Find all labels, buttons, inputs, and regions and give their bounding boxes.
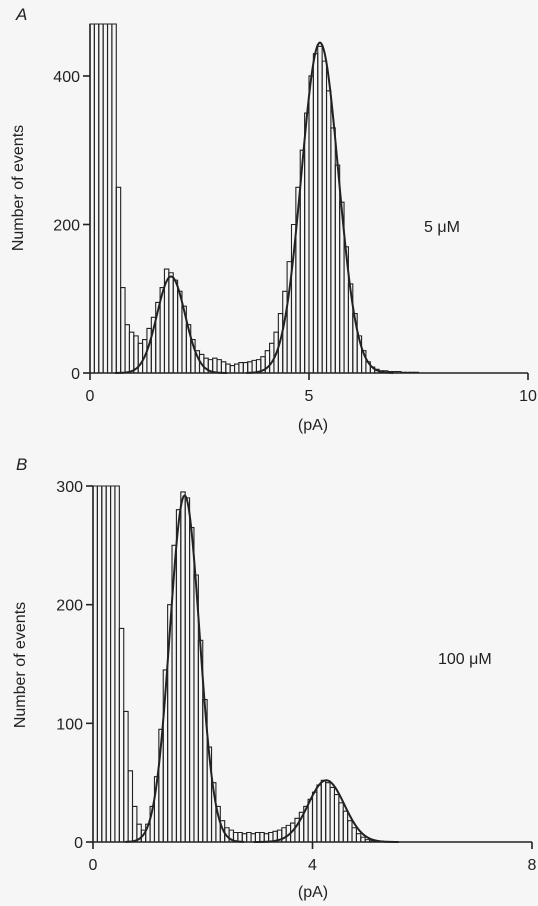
panel-a-y-tick-label: 200 (53, 217, 80, 234)
panel-a-concentration-label: 5 μM (424, 219, 460, 236)
panel-a-x-axis-title: (pA) (298, 417, 328, 434)
panel-b-gaussian-fits (125, 494, 399, 843)
panel-a-letter: A (15, 5, 27, 24)
panel-a-gaussian-fit (114, 275, 228, 374)
panel-b-y-tick-label: 300 (56, 479, 83, 496)
panel-b-letter: B (16, 455, 27, 474)
panel-a-y-tick-label: 0 (71, 366, 80, 383)
panel-b-x-tick-label: 8 (528, 857, 537, 874)
panel-a-x-tick-label: 5 (305, 388, 314, 405)
panel-a-histogram-bin (115, 186, 122, 373)
panel-b-x-axis-title: (pA) (298, 884, 328, 901)
panel-b-y-axis-title: Number of events (12, 602, 29, 728)
panel-a-axes: 0 5 10 0 200 400 (53, 24, 537, 405)
panel-a-gaussian-fit (246, 41, 394, 374)
panel-b-gaussian-fit (125, 494, 244, 843)
panel-a-y-tick-label: 400 (53, 69, 80, 86)
panel-a: A 0 5 10 0 200 400 5 μM (pA) Number of events (10, 5, 537, 434)
panel-b-axes: 0 4 8 0 100 200 300 (56, 479, 536, 874)
panel-b-y-tick-label: 100 (56, 716, 83, 733)
panel-a-x-tick-label: 0 (86, 388, 95, 405)
panel-b-y-tick-label: 200 (56, 598, 83, 615)
panel-b: B 0 4 8 0 100 200 300 100 μM (pA) Number of ev… (12, 455, 537, 901)
panel-a-gaussian-fits (114, 41, 394, 374)
panel-b-concentration-label: 100 μM (438, 651, 492, 668)
panel-b-x-tick-label: 0 (89, 857, 98, 874)
panel-a-x-tick-label: 10 (519, 388, 537, 405)
panel-b-x-tick-label: 4 (308, 857, 317, 874)
panel-a-y-axis-title: Number of events (10, 125, 27, 251)
panel-b-y-tick-label: 0 (74, 835, 83, 852)
panel-b-gaussian-fit (253, 779, 399, 843)
